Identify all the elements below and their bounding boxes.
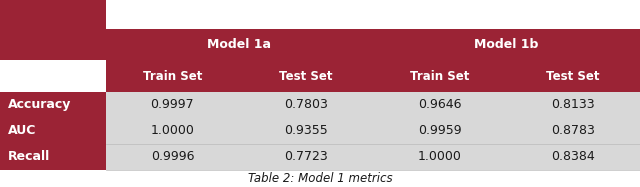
Text: 0.9997: 0.9997 <box>150 99 194 111</box>
FancyBboxPatch shape <box>0 92 106 118</box>
FancyBboxPatch shape <box>372 118 506 144</box>
Text: 0.7803: 0.7803 <box>284 99 328 111</box>
FancyBboxPatch shape <box>506 118 640 144</box>
Text: 0.8783: 0.8783 <box>551 124 595 137</box>
Text: 0.9959: 0.9959 <box>418 124 461 137</box>
Text: Model 1b: Model 1b <box>474 38 539 51</box>
Text: 0.9355: 0.9355 <box>284 124 328 137</box>
FancyBboxPatch shape <box>506 60 640 92</box>
FancyBboxPatch shape <box>106 118 239 144</box>
Text: 0.7723: 0.7723 <box>284 150 328 163</box>
FancyBboxPatch shape <box>372 60 506 92</box>
Text: Train Set: Train Set <box>143 70 202 83</box>
Text: Table 2: Model 1 metrics: Table 2: Model 1 metrics <box>248 172 392 185</box>
Text: 1.0000: 1.0000 <box>150 124 195 137</box>
Text: 0.9646: 0.9646 <box>418 99 461 111</box>
Text: Train Set: Train Set <box>410 70 469 83</box>
FancyBboxPatch shape <box>106 92 239 118</box>
FancyBboxPatch shape <box>0 0 106 60</box>
Text: 0.8133: 0.8133 <box>552 99 595 111</box>
FancyBboxPatch shape <box>372 29 640 60</box>
Text: AUC: AUC <box>8 124 36 137</box>
FancyBboxPatch shape <box>0 118 106 144</box>
Text: Accuracy: Accuracy <box>8 99 71 111</box>
FancyBboxPatch shape <box>106 29 372 60</box>
FancyBboxPatch shape <box>372 144 506 170</box>
FancyBboxPatch shape <box>239 118 372 144</box>
FancyBboxPatch shape <box>372 92 506 118</box>
Text: 1.0000: 1.0000 <box>418 150 461 163</box>
Text: Model 1a: Model 1a <box>207 38 271 51</box>
FancyBboxPatch shape <box>0 144 106 170</box>
FancyBboxPatch shape <box>239 92 372 118</box>
FancyBboxPatch shape <box>239 60 372 92</box>
FancyBboxPatch shape <box>506 92 640 118</box>
FancyBboxPatch shape <box>506 144 640 170</box>
FancyBboxPatch shape <box>106 144 239 170</box>
Text: Recall: Recall <box>8 150 50 163</box>
Text: 0.9996: 0.9996 <box>150 150 194 163</box>
Text: Test Set: Test Set <box>279 70 333 83</box>
Text: 0.8384: 0.8384 <box>551 150 595 163</box>
FancyBboxPatch shape <box>106 60 239 92</box>
Text: Test Set: Test Set <box>547 70 600 83</box>
FancyBboxPatch shape <box>239 144 372 170</box>
